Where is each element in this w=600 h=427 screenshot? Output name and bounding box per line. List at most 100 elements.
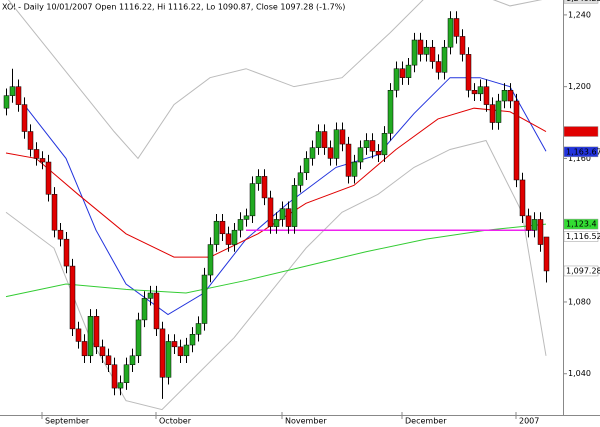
candle-body [453, 18, 460, 37]
candle-body [471, 89, 478, 95]
y-tick-label: 1,200 [568, 82, 591, 91]
candle-body [531, 219, 538, 231]
candle-body [237, 219, 244, 231]
candle-body [225, 233, 232, 245]
price-box [563, 231, 599, 242]
candle-body [381, 133, 388, 156]
candle-body [189, 334, 196, 346]
candle-body [345, 143, 352, 177]
candle-body [45, 161, 52, 195]
candle-body [21, 104, 28, 132]
candle-body [369, 140, 376, 152]
candle-body [177, 346, 184, 357]
candle-body [459, 36, 466, 55]
candle-body [207, 244, 214, 276]
candle-body [525, 215, 532, 231]
candle-body [171, 341, 178, 348]
candle-body [501, 89, 508, 102]
candle-body [309, 147, 316, 159]
candle-body [183, 344, 190, 357]
candle-body [303, 158, 310, 174]
candle-body [129, 355, 136, 366]
candle-body [285, 208, 292, 227]
candle-body [63, 238, 70, 267]
candle-body [399, 68, 406, 78]
candle-body [147, 292, 154, 299]
candle-body [393, 68, 400, 91]
candle-body [93, 316, 100, 348]
candle-body [339, 129, 346, 145]
candle-body [57, 229, 64, 240]
y-tick-label: 1,040 [568, 369, 591, 378]
price-box-label: 1,163.67 [566, 147, 600, 156]
candle-body [243, 215, 250, 220]
x-tick-label: 2007 [519, 417, 539, 426]
candle-body [363, 140, 370, 148]
candle-body [489, 104, 496, 123]
candle-body [543, 236, 550, 272]
candle-body [261, 176, 268, 199]
price-box [563, 146, 599, 158]
candle-body [153, 292, 160, 330]
candle-body [81, 341, 88, 357]
candle-body [435, 61, 442, 73]
candle-body [273, 219, 280, 227]
x-tick-label: October [159, 417, 192, 426]
candle-body [417, 39, 424, 55]
candle-body [111, 364, 118, 389]
price-box-label: 1,116.52 [566, 232, 600, 241]
candle-body [195, 323, 202, 335]
candle-body [249, 183, 256, 217]
price-box [563, 218, 599, 230]
y-tick-label: 1,240 [568, 10, 591, 19]
candle-body [333, 129, 340, 159]
x-tick-label: December [405, 417, 447, 426]
candle-body [465, 54, 472, 91]
candle-body [279, 208, 286, 220]
candle-body [447, 18, 454, 48]
price-box-label: 1,097.28 [566, 266, 600, 275]
candle-body [51, 194, 58, 231]
candle-body [141, 298, 148, 321]
candle-body [441, 46, 448, 73]
candle-body [387, 89, 394, 134]
candle-body [105, 355, 112, 366]
candle-body [117, 382, 124, 389]
candle-body [357, 147, 364, 163]
candle-body [27, 131, 34, 150]
price-box-label: 1,123.4 [566, 220, 597, 229]
candle-body [3, 95, 10, 109]
candle-body [219, 220, 226, 235]
candle-body [291, 185, 298, 227]
candle-body [321, 131, 328, 148]
candle-body [267, 197, 274, 227]
chart-title: XOI - Daily 10/01/2007 Open 1116.22, Hi … [2, 3, 345, 12]
candle-body [69, 265, 76, 330]
candle-body [423, 46, 430, 55]
x-tick-label: November [285, 417, 327, 426]
candle-body [201, 274, 208, 324]
candle-body [135, 319, 142, 357]
candle-body [297, 172, 304, 186]
candle-body [213, 220, 220, 245]
candle-body [513, 100, 520, 181]
candle-body [159, 328, 166, 378]
candle-body [75, 328, 82, 342]
candle-body [99, 346, 106, 357]
candle-body [375, 151, 382, 156]
x-tick-label: September [45, 417, 90, 426]
candle-body [327, 147, 334, 159]
price-box [563, 265, 599, 277]
candle-body [123, 364, 130, 383]
overlay-line [5, 223, 547, 298]
candle-body [33, 149, 40, 159]
candle-body [15, 86, 22, 105]
y-tick-label: 1,080 [568, 297, 591, 306]
candle-body [477, 86, 484, 95]
price-box [563, 126, 599, 137]
candle-body [537, 219, 544, 245]
candle-body [429, 46, 436, 62]
candle-body [507, 89, 514, 102]
candle-body [165, 341, 172, 378]
candle-body [255, 176, 262, 184]
